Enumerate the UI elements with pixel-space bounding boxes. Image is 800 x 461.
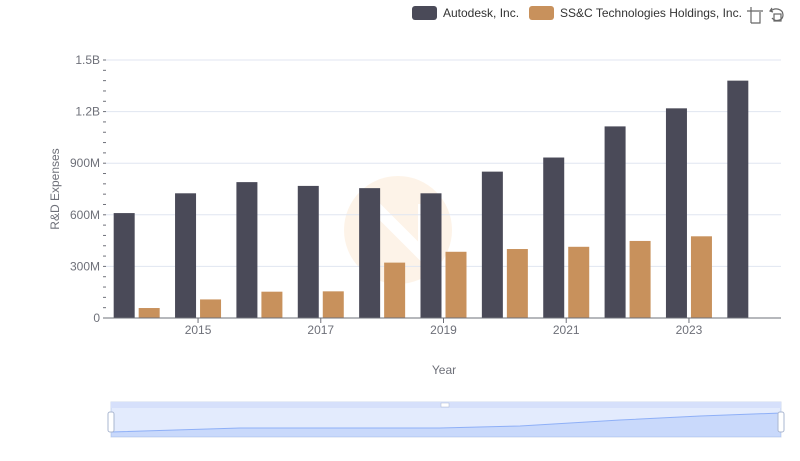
bar-ssc-2022[interactable] xyxy=(629,240,651,318)
x-tick-label: 2017 xyxy=(307,323,334,337)
bar-ssc-2023[interactable] xyxy=(690,236,712,318)
restore-icon[interactable] xyxy=(768,6,786,24)
bar-ssc-2018[interactable] xyxy=(384,262,406,318)
bar-ssc-2017[interactable] xyxy=(322,291,344,318)
legend-swatch-autodesk xyxy=(412,6,437,20)
x-axis: 2015 2017 2019 2021 2023 xyxy=(106,317,781,337)
y-tick-label: 1.5B xyxy=(75,53,100,67)
bar-autodesk-2023[interactable] xyxy=(665,108,687,318)
bar-autodesk-2019[interactable] xyxy=(420,193,442,318)
legend-item-ssc[interactable]: SS&C Technologies Holdings, Inc. xyxy=(529,6,742,20)
bar-autodesk-2017[interactable] xyxy=(297,185,319,318)
bar-autodesk-2020[interactable] xyxy=(481,171,503,318)
bars xyxy=(113,80,749,318)
x-axis-title: Year xyxy=(432,363,456,377)
zoom-move-handle[interactable] xyxy=(440,402,450,408)
x-tick-label: 2019 xyxy=(430,323,457,337)
legend-swatch-ssc xyxy=(529,6,555,20)
y-axis-title: R&D Expenses xyxy=(48,148,62,229)
zoom-icon[interactable] xyxy=(746,6,764,24)
bar-ssc-2016[interactable] xyxy=(261,291,283,318)
bar-autodesk-2024[interactable] xyxy=(727,80,749,318)
bar-autodesk-2022[interactable] xyxy=(604,126,626,318)
y-tick-label: 300M xyxy=(70,259,100,273)
y-tick-label: 1.2B xyxy=(75,105,100,119)
x-tick-label: 2023 xyxy=(676,323,703,337)
zoom-handle-left[interactable] xyxy=(107,411,115,433)
bar-ssc-2015[interactable] xyxy=(200,299,222,318)
bar-autodesk-2016[interactable] xyxy=(236,182,258,318)
bar-autodesk-2015[interactable] xyxy=(175,193,197,318)
bar-ssc-2014[interactable] xyxy=(138,308,160,318)
bar-autodesk-2018[interactable] xyxy=(359,188,381,318)
bar-ssc-2020[interactable] xyxy=(506,249,528,318)
legend-label-ssc: SS&C Technologies Holdings, Inc. xyxy=(560,6,742,20)
x-tick-label: 2021 xyxy=(553,323,580,337)
bar-ssc-2021[interactable] xyxy=(568,246,590,318)
bar-autodesk-2021[interactable] xyxy=(543,157,565,318)
y-tick-label: 0 xyxy=(93,311,100,325)
bar-autodesk-2014[interactable] xyxy=(113,213,135,318)
data-zoom-slider[interactable] xyxy=(107,401,785,438)
zoom-handle-right[interactable] xyxy=(777,411,785,433)
toolbox xyxy=(746,6,786,24)
y-tick-label: 900M xyxy=(70,156,100,170)
y-axis: 0 300M 600M 900M 1.2B 1.5B xyxy=(70,53,106,325)
x-tick-label: 2015 xyxy=(185,323,212,337)
legend-item-autodesk[interactable]: Autodesk, Inc. xyxy=(412,6,519,20)
legend: Autodesk, Inc. SS&C Technologies Holding… xyxy=(412,4,742,22)
zoom-preview-line xyxy=(110,412,782,433)
zoom-preview-area xyxy=(111,413,781,437)
y-tick-label: 600M xyxy=(70,208,100,222)
legend-label-autodesk: Autodesk, Inc. xyxy=(443,6,520,20)
bar-ssc-2019[interactable] xyxy=(445,251,467,318)
